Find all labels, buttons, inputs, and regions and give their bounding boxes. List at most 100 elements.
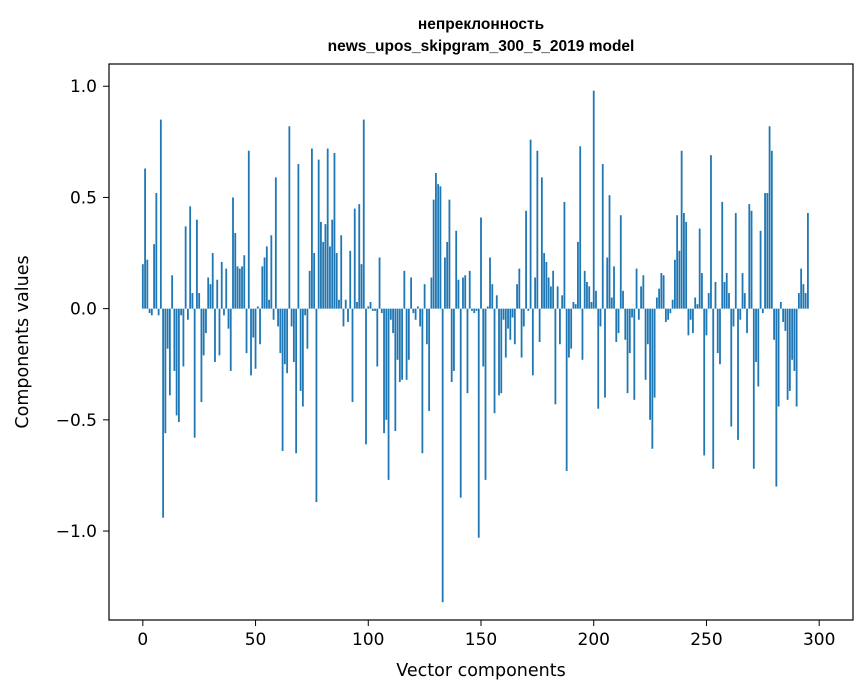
bar-152 [484, 308, 487, 480]
bar-260 [728, 293, 730, 309]
bar-145 [468, 270, 471, 309]
bar-147 [473, 308, 476, 314]
bar-215 [626, 308, 629, 394]
bar-177 [540, 177, 543, 309]
bar-10 [164, 308, 167, 434]
bar-187 [563, 201, 566, 309]
bar-170 [525, 210, 527, 309]
bar-229 [658, 288, 661, 309]
bar-231 [662, 275, 665, 309]
bar-167 [518, 268, 521, 309]
bar-124 [421, 308, 424, 454]
bar-178 [543, 253, 546, 309]
bar-83 [329, 246, 331, 309]
bar-56 [268, 299, 270, 309]
bar-68 [295, 308, 298, 454]
bar-161 [504, 308, 507, 358]
bar-227 [653, 308, 656, 398]
bar-96 [358, 204, 361, 309]
bar-169 [522, 308, 525, 327]
bar-4 [150, 308, 153, 316]
bar-129 [432, 199, 435, 309]
bar-106 [380, 308, 383, 314]
y-axis-ticks: −1.0 −0.5 0.0 0.5 1.0 [56, 77, 109, 542]
bar-228 [655, 297, 658, 309]
bar-55 [265, 246, 268, 309]
bar-208 [610, 297, 613, 309]
bar-232 [664, 308, 667, 322]
bar-155 [491, 284, 494, 309]
bar-222 [642, 275, 645, 309]
bar-211 [617, 308, 620, 334]
bar-67 [292, 308, 295, 363]
bar-29 [207, 277, 210, 309]
bar-123 [419, 308, 422, 327]
bar-27 [202, 308, 205, 356]
bar-111 [392, 308, 394, 334]
bar-65 [288, 126, 291, 309]
bar-226 [651, 308, 654, 449]
bar-22 [191, 293, 194, 309]
bar-20 [187, 308, 189, 320]
bar-72 [304, 308, 307, 316]
bar-142 [462, 277, 464, 309]
y-tick-label: 1.0 [70, 77, 97, 97]
bar-75 [311, 148, 313, 309]
bar-24 [196, 219, 198, 309]
bar-235 [671, 299, 674, 309]
bar-126 [425, 308, 428, 345]
bar-13 [171, 275, 174, 309]
bar-120 [412, 308, 415, 314]
bar-70 [299, 308, 302, 391]
bar-255 [716, 308, 719, 354]
bar-201 [595, 290, 597, 309]
bar-101 [369, 301, 372, 309]
x-tick-label: 250 [690, 630, 722, 650]
bar-195 [581, 308, 584, 360]
bar-80 [322, 241, 325, 309]
bar-43 [238, 268, 241, 309]
bar-172 [529, 139, 532, 309]
bar-261 [730, 308, 733, 427]
bar-224 [646, 308, 649, 345]
bar-90 [344, 299, 347, 309]
bar-54 [263, 257, 266, 309]
bar-28 [205, 308, 207, 334]
bar-188 [565, 308, 568, 471]
bar-110 [389, 308, 392, 320]
bar-150 [480, 217, 482, 309]
bar-95 [356, 301, 358, 309]
bar-166 [516, 284, 518, 309]
bar-280 [773, 308, 775, 340]
bar-40 [232, 197, 234, 309]
bar-262 [732, 308, 735, 327]
bar-230 [660, 273, 663, 309]
bar-196 [583, 270, 586, 309]
bar-295 [807, 213, 809, 309]
bar-202 [597, 308, 600, 409]
bar-49 [252, 308, 255, 338]
bar-218 [633, 308, 636, 400]
bar-253 [712, 308, 715, 469]
bar-37 [225, 268, 228, 309]
bar-217 [631, 308, 633, 318]
bar-245 [694, 297, 697, 309]
bar-82 [326, 148, 329, 309]
bar-121 [414, 308, 417, 320]
bar-21 [189, 206, 192, 309]
bar-268 [746, 308, 748, 334]
bar-210 [615, 308, 618, 342]
bar-104 [376, 308, 379, 367]
bar-203 [599, 308, 602, 327]
bar-237 [676, 215, 679, 309]
bar-131 [437, 184, 440, 309]
bar-250 [705, 308, 708, 336]
bar-127 [428, 308, 431, 411]
bar-59 [274, 177, 277, 309]
bar-175 [536, 150, 539, 309]
bar-223 [644, 308, 647, 380]
y-tick-label: 0.0 [70, 300, 97, 320]
bar-11 [166, 308, 169, 349]
bar-57 [270, 235, 273, 309]
bar-174 [534, 277, 537, 309]
